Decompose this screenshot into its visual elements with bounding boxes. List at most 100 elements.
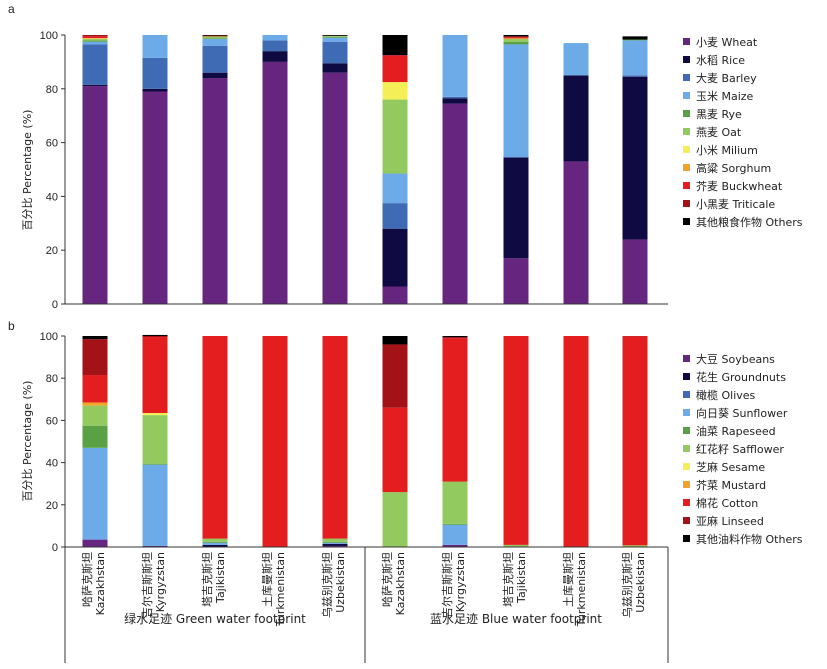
- legend-swatch-a-7: [683, 164, 690, 171]
- bar-segment-a-4-4: [322, 36, 348, 38]
- legend-label-a-1: 水稻 Rice: [696, 54, 745, 67]
- legend-label-a-4: 黑麦 Rye: [696, 108, 742, 121]
- country-labels: 哈萨克斯坦 Kazakhstan 吉尔吉斯斯坦 Kyrgyzstan 塔吉克斯坦 Taji…: [80, 552, 647, 627]
- bar-segment-b-5-8: [382, 407, 408, 493]
- legend-swatch-b-6: [683, 463, 690, 470]
- country-label-en-6: Kyrgyzstan: [454, 552, 467, 612]
- y-tick-label-a-5: 100: [40, 30, 58, 42]
- bar-segment-a-2-3: [202, 39, 228, 46]
- bar-segment-a-9-0: [622, 239, 648, 304]
- bar-segment-b-9-8: [622, 336, 648, 546]
- legend-label-b-3: 向日葵 Sunflower: [696, 406, 788, 420]
- y-axis-label-a: 百分比 Percentage (%): [21, 110, 34, 231]
- legend-swatch-b-10: [683, 535, 690, 542]
- bar-segment-b-0-4: [82, 425, 108, 448]
- legend-label-a-5: 燕麦 Oat: [696, 126, 742, 139]
- bar-segment-b-6-10: [442, 336, 468, 338]
- country-label-zh-4: 乌兹别克斯坦: [320, 552, 334, 618]
- legend-swatch-a-8: [683, 182, 690, 189]
- legend-swatch-a-9: [683, 200, 690, 207]
- country-label-zh-2: 塔吉克斯坦: [200, 552, 214, 607]
- legend-swatch-b-4: [683, 427, 690, 434]
- panel-b-label: b: [8, 319, 15, 333]
- bar-segment-a-7-9: [503, 36, 529, 38]
- legend-label-a-9: 小黑麦 Triticale: [696, 198, 775, 211]
- chart-b-plot: 0 20 40 60 80 100: [40, 331, 668, 554]
- legend-swatch-a-2: [683, 74, 690, 81]
- bar-segment-a-4-2: [322, 41, 348, 64]
- bar-segment-a-0-8: [82, 36, 108, 39]
- y-axis-label-b: 百分比 Percentage (%): [21, 381, 34, 502]
- legend-swatch-b-5: [683, 445, 690, 452]
- country-label-en-2: Tajikistan: [214, 552, 227, 604]
- bar-segment-a-0-0: [82, 86, 108, 304]
- country-label-en-5: Kazakhstan: [394, 552, 407, 615]
- bar-segment-a-0-1: [82, 84, 108, 87]
- country-label-zh-9: 乌兹别克斯坦: [620, 552, 634, 618]
- legend-a: 小麦 Wheat 水稻 Rice 大麦 Barley 玉米 Maize 黑麦 Rye 燕麦…: [683, 36, 803, 229]
- bar-segment-a-7-0: [503, 258, 529, 304]
- legend-swatch-b-8: [683, 499, 690, 506]
- bar-segment-a-7-8: [503, 37, 529, 39]
- legend-swatch-a-6: [683, 146, 690, 153]
- bar-segment-b-6-8: [442, 338, 468, 482]
- y-tick-label-a-2: 40: [46, 191, 58, 203]
- legend-swatch-b-7: [683, 481, 690, 488]
- bar-segment-a-5-1: [382, 228, 408, 287]
- bar-segment-a-2-1: [202, 72, 228, 79]
- bar-segment-b-2-5: [202, 538, 228, 542]
- bar-segment-a-7-5: [503, 39, 529, 42]
- panel-a-label: a: [8, 2, 15, 16]
- bar-segment-b-5-9: [382, 344, 408, 408]
- y-tick-label-a-0: 0: [52, 299, 58, 311]
- bar-segment-a-0-4: [82, 40, 108, 42]
- country-label-zh-7: 塔吉克斯坦: [501, 552, 515, 607]
- country-label-zh-1: 吉尔吉斯斯坦: [140, 552, 154, 618]
- bar-segment-b-0-3: [82, 447, 108, 540]
- y-tick-label-a-1: 20: [46, 245, 58, 257]
- bar-segment-a-4-0: [322, 72, 348, 304]
- bar-segment-b-0-8: [82, 375, 108, 403]
- country-label-en-3: Turkmenistan: [274, 552, 287, 627]
- bar-segment-a-5-10: [382, 35, 408, 56]
- group-bracket: [64, 547, 669, 663]
- y-tick-label-b-5: 100: [40, 331, 58, 343]
- y-tick-label-a-3: 60: [46, 138, 58, 150]
- bar-segment-a-6-0: [442, 103, 468, 304]
- legend-swatch-a-4: [683, 110, 690, 117]
- y-tick-label-b-2: 40: [46, 458, 58, 470]
- legend-swatch-b-2: [683, 391, 690, 398]
- bar-segment-a-0-2: [82, 44, 108, 85]
- bar-segment-a-9-3: [622, 40, 648, 76]
- bar-segment-b-1-10: [142, 334, 168, 336]
- bar-segment-b-5-10: [382, 336, 408, 345]
- bar-segment-b-2-4: [202, 541, 228, 543]
- bar-segment-a-2-4: [202, 38, 228, 40]
- legend-swatch-a-1: [683, 56, 690, 63]
- legend-label-b-1: 花生 Groundnuts: [696, 370, 786, 384]
- bar-segment-b-6-3: [442, 524, 468, 545]
- country-label-zh-8: 土库曼斯坦: [561, 552, 575, 607]
- bar-segment-b-0-7: [82, 402, 108, 406]
- bar-segment-a-9-4: [622, 39, 648, 41]
- bar-segment-b-9-5: [622, 545, 648, 547]
- bar-segment-a-0-6: [82, 38, 108, 40]
- y-tick-label-b-1: 20: [46, 500, 58, 512]
- legend-swatch-a-3: [683, 92, 690, 99]
- bar-segment-b-1-5: [142, 415, 168, 464]
- legend-label-b-10: 其他油料作物 Others: [696, 532, 803, 546]
- bar-segment-a-4-1: [322, 63, 348, 73]
- bar-segment-a-7-3: [503, 44, 529, 158]
- legend-label-a-8: 芥麦 Buckwheat: [696, 180, 783, 193]
- bar-segment-b-1-9: [142, 336, 168, 338]
- bar-segment-b-1-8: [142, 337, 168, 414]
- group-label-green: 绿水足迹 Green water footprint: [124, 611, 306, 626]
- bar-segment-a-5-0: [382, 286, 408, 304]
- legend-label-b-6: 芝麻 Sesame: [696, 460, 765, 474]
- country-label-zh-6: 吉尔吉斯斯坦: [440, 552, 454, 618]
- bar-segment-a-9-10: [622, 36, 648, 40]
- bar-segment-a-5-3: [382, 173, 408, 204]
- group-label-blue: 蓝水足迹 Blue water footprint: [430, 612, 602, 626]
- bar-segment-a-2-5: [202, 36, 228, 39]
